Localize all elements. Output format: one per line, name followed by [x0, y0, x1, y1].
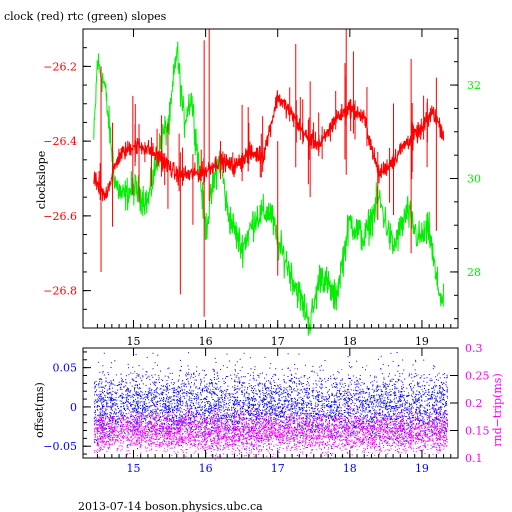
x-tick-label: 17	[271, 335, 285, 348]
y-tick-label: −26.6	[43, 210, 77, 223]
x-tick-label: 17	[271, 462, 285, 475]
chart-title: clock (red) rtc (green) slopes	[4, 10, 167, 23]
offset-points	[93, 352, 449, 457]
slopes-plot: 15 16 17 18 19 −26.2 −26.4 −26.6 −26.8 32 30 28 clo…	[35, 28, 481, 348]
x-tick-label: 15	[126, 335, 140, 348]
x-tick-label: 18	[343, 335, 357, 348]
y-tick-label: 0.05	[53, 362, 78, 375]
y2-tick-label: 32	[467, 79, 481, 92]
x-tick-label: 15	[126, 462, 140, 475]
offset-series-layer	[93, 352, 449, 461]
y2-tick-label: 0.25	[465, 370, 490, 383]
x-tick-label: 16	[199, 462, 213, 475]
y-tick-label: −0.05	[43, 440, 77, 453]
offset-plot: 15 16 17 18 19 0.05 0 −0.05 0.3 0.25 0.2 0.15 0.1 of…	[33, 342, 504, 475]
y-tick-label: 0	[70, 401, 77, 414]
x-tick-label: 16	[199, 335, 213, 348]
slopes-axes: 15 16 17 18 19 −26.2 −26.4 −26.6 −26.8 32 30 28	[43, 29, 481, 348]
clock-slope-line	[93, 90, 445, 202]
x-tick-label: 19	[415, 462, 429, 475]
roundtrip-points	[93, 365, 449, 461]
roundtrip-y-axis-label: rnd−trip(ms)	[491, 373, 504, 447]
y2-tick-label: 0.2	[465, 397, 483, 410]
y2-tick-label: 0.1	[465, 452, 483, 465]
footer-date-host: 2013-07-14 boson.physics.ubc.ca	[78, 500, 263, 512]
rtc-slope-line	[93, 41, 445, 336]
x-tick-label: 19	[415, 335, 429, 348]
x-tick-label: 18	[343, 462, 357, 475]
y-tick-label: −26.2	[43, 60, 77, 73]
offset-axes: 15 16 17 18 19 0.05 0 −0.05 0.3 0.25 0.2 0.15 0.1	[43, 342, 489, 475]
y2-tick-label: 0.3	[465, 342, 483, 355]
y-tick-label: −26.8	[43, 285, 77, 298]
y-tick-label: −26.4	[43, 135, 77, 148]
slopes-y-axis-label: clockslope	[35, 151, 48, 209]
slopes-series-layer	[93, 29, 445, 336]
y2-tick-label: 28	[467, 266, 481, 279]
y2-tick-label: 0.15	[465, 425, 490, 438]
y2-tick-label: 30	[467, 173, 481, 186]
offset-y-axis-label: offset(ms)	[33, 382, 46, 438]
